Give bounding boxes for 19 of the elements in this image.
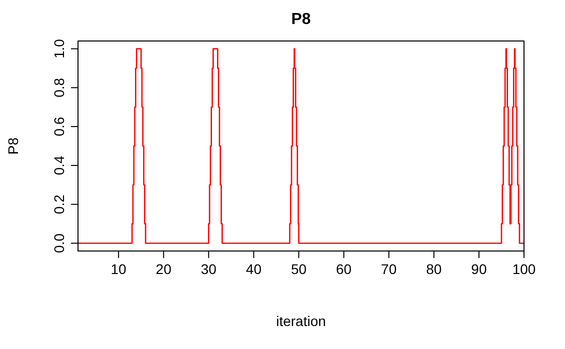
x-tick-label: 40 xyxy=(246,261,262,277)
y-tick-label: 0.0 xyxy=(51,233,67,253)
x-tick-label: 80 xyxy=(426,261,442,277)
y-tick-label: 1.0 xyxy=(51,38,67,59)
x-tick-label: 70 xyxy=(381,261,397,277)
y-tick-label: 0.6 xyxy=(51,116,67,136)
x-tick-label: 20 xyxy=(156,261,172,277)
x-tick-label: 30 xyxy=(200,261,217,277)
x-tick-label: 50 xyxy=(290,261,307,277)
y-axis-title: P8 xyxy=(5,137,21,155)
x-tick-label: 60 xyxy=(336,261,352,277)
x-tick-label: 10 xyxy=(110,261,127,277)
x-tick-label: 90 xyxy=(471,261,487,277)
y-tick-label: 0.4 xyxy=(51,156,67,176)
y-tick-label: 0.2 xyxy=(51,194,67,214)
y-tick-label: 0.8 xyxy=(51,78,67,98)
x-axis-title: iteration xyxy=(276,313,326,329)
chart-title: P8 xyxy=(291,11,311,28)
x-tick-label: 100 xyxy=(512,261,536,277)
